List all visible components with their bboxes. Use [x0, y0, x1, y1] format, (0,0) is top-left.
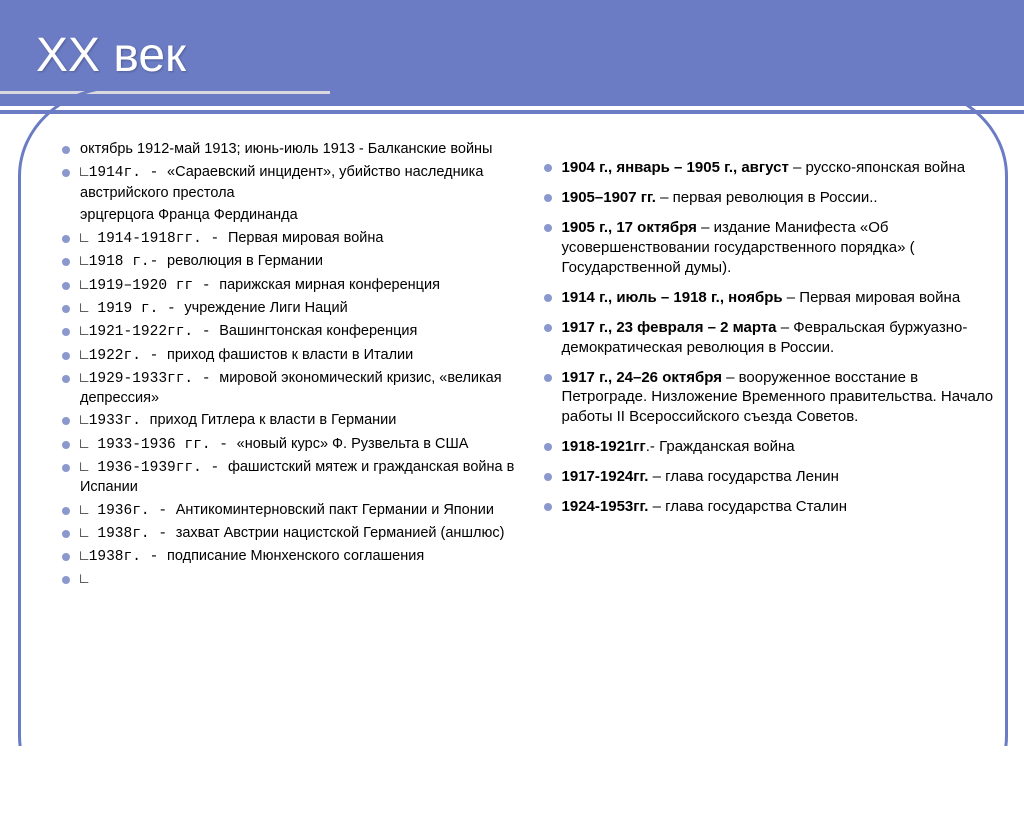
list-item: ∟1918 г.- революция в Германии [60, 252, 522, 272]
left-list: октябрь 1912-май 1913; июнь-июль 1913 - … [60, 140, 522, 591]
item-text: – русско-японская война [789, 159, 965, 176]
list-item: ∟1919–1920 гг - парижская мирная конфере… [60, 276, 522, 296]
list-item: 1924-1953гг. – глава государства Сталин [542, 497, 994, 517]
item-prefix: ∟1914г. - [80, 165, 167, 181]
item-prefix: ∟1938г. - [80, 549, 167, 565]
item-text: «новый курс» Ф. Рузвельта в США [237, 436, 469, 452]
slide-title: XX век [0, 0, 1024, 83]
list-item: ∟ 1933-1936 гг. - «новый курс» Ф. Рузвел… [60, 435, 522, 455]
item-prefix: ∟1919–1920 гг - [80, 278, 219, 294]
item-prefix: ∟1922г. - [80, 348, 167, 364]
list-item: ∟1938г. - подписание Мюнхенского соглаше… [60, 547, 522, 567]
list-item: 1917 г., 24–26 октября – вооруженное вос… [542, 368, 994, 428]
item-text: Антикоминтерновский пакт Германии и Япон… [176, 502, 494, 518]
list-item: октябрь 1912-май 1913; июнь-июль 1913 - … [60, 140, 522, 160]
item-prefix: ∟1918 г.- [80, 254, 167, 270]
item-text: Первая мировая война [228, 230, 384, 246]
slide-content: октябрь 1912-май 1913; июнь-июль 1913 - … [60, 140, 994, 757]
item-prefix: ∟1933г. [80, 413, 150, 429]
list-item: 1905–1907 гг. – первая революция в Росси… [542, 188, 994, 208]
item-date-bold: 1917 г., 24–26 октября [562, 369, 722, 386]
slide-banner: XX век [0, 0, 1024, 110]
left-column: октябрь 1912-май 1913; июнь-июль 1913 - … [60, 140, 522, 757]
list-item: ∟1929-1933гг. - мировой экономический кр… [60, 369, 522, 409]
item-prefix: ∟ 1936-1939гг. - [80, 460, 228, 476]
item-date-bold: 1924-1953гг. [562, 498, 649, 515]
item-prefix: ∟1921-1922гг. - [80, 324, 219, 340]
list-item: 1918-1921гг.- Гражданская война [542, 437, 994, 457]
item-date-bold: 1905 г., 17 октября [562, 219, 697, 236]
list-item: 1904 г., январь – 1905 г., август – русс… [542, 158, 994, 178]
item-text: революция в Германии [167, 253, 323, 269]
list-item: ∟ 1914-1918гг. - Первая мировая война [60, 229, 522, 249]
list-item: ∟1922г. - приход фашистов к власти в Ита… [60, 346, 522, 366]
item-date-bold: 1917-1924гг. [562, 468, 649, 485]
list-item: ∟ [60, 570, 522, 590]
item-text: – глава государства Ленин [648, 468, 838, 485]
list-item: ∟1914г. - «Сараевский инцидент», убийств… [60, 163, 522, 203]
item-prefix: ∟ [80, 572, 89, 588]
item-text: – Первая мировая война [783, 289, 961, 306]
right-list: 1904 г., январь – 1905 г., август – русс… [542, 158, 994, 517]
list-item: эрцгерцога Франца Фердинанда [60, 206, 522, 226]
list-item: 1917 г., 23 февраля – 2 марта – Февральс… [542, 318, 994, 358]
item-prefix: ∟ 1919 г. - [80, 301, 184, 317]
item-prefix: ∟1929-1933гг. - [80, 371, 219, 387]
banner-accent-line [0, 110, 1024, 114]
item-text: приход фашистов к власти в Италии [167, 347, 413, 363]
list-item: ∟ 1919 г. - учреждение Лиги Наций [60, 299, 522, 319]
item-date-bold: 1914 г., июль – 1918 г., ноябрь [562, 289, 783, 306]
item-text: приход Гитлера к власти в Германии [150, 412, 397, 428]
item-date-bold: 1904 г., январь – 1905 г., август [562, 159, 789, 176]
item-text: парижская мирная конференция [219, 277, 440, 293]
item-date-bold: 1917 г., 23 февраля – 2 марта [562, 319, 777, 336]
title-underline [0, 91, 330, 94]
right-column: 1904 г., январь – 1905 г., август – русс… [542, 140, 994, 757]
list-item: ∟1921-1922гг. - Вашингтонская конференци… [60, 322, 522, 342]
item-prefix: ∟ 1914-1918гг. - [80, 231, 228, 247]
list-item: ∟ 1938г. - захват Австрии нацистской Гер… [60, 524, 522, 544]
item-text: учреждение Лиги Наций [184, 300, 347, 316]
item-text: захват Австрии нацистской Германией (анш… [176, 525, 505, 541]
item-text: октябрь 1912-май 1913; июнь-июль 1913 - … [80, 141, 492, 157]
list-item: 1905 г., 17 октября – издание Манифеста … [542, 218, 994, 278]
item-prefix: ∟ 1938г. - [80, 526, 176, 542]
item-prefix: ∟ 1933-1936 гг. - [80, 437, 237, 453]
list-item: ∟ 1936-1939гг. - фашистский мятеж и граж… [60, 458, 522, 498]
item-text: – первая революция в России.. [656, 189, 878, 206]
list-item: 1917-1924гг. – глава государства Ленин [542, 467, 994, 487]
list-item: ∟1933г. приход Гитлера к власти в Герман… [60, 411, 522, 431]
item-text: подписание Мюнхенского соглашения [167, 548, 424, 564]
item-text: эрцгерцога Франца Фердинанда [80, 207, 298, 223]
list-item: ∟ 1936г. - Антикоминтерновский пакт Герм… [60, 501, 522, 521]
item-date-bold: 1918-1921гг [562, 438, 646, 455]
item-text: Вашингтонская конференция [219, 323, 417, 339]
item-text: .- Гражданская война [646, 438, 795, 455]
item-prefix: ∟ 1936г. - [80, 503, 176, 519]
item-date-bold: 1905–1907 гг. [562, 189, 656, 206]
item-text: – глава государства Сталин [648, 498, 847, 515]
list-item: 1914 г., июль – 1918 г., ноябрь – Первая… [542, 288, 994, 308]
